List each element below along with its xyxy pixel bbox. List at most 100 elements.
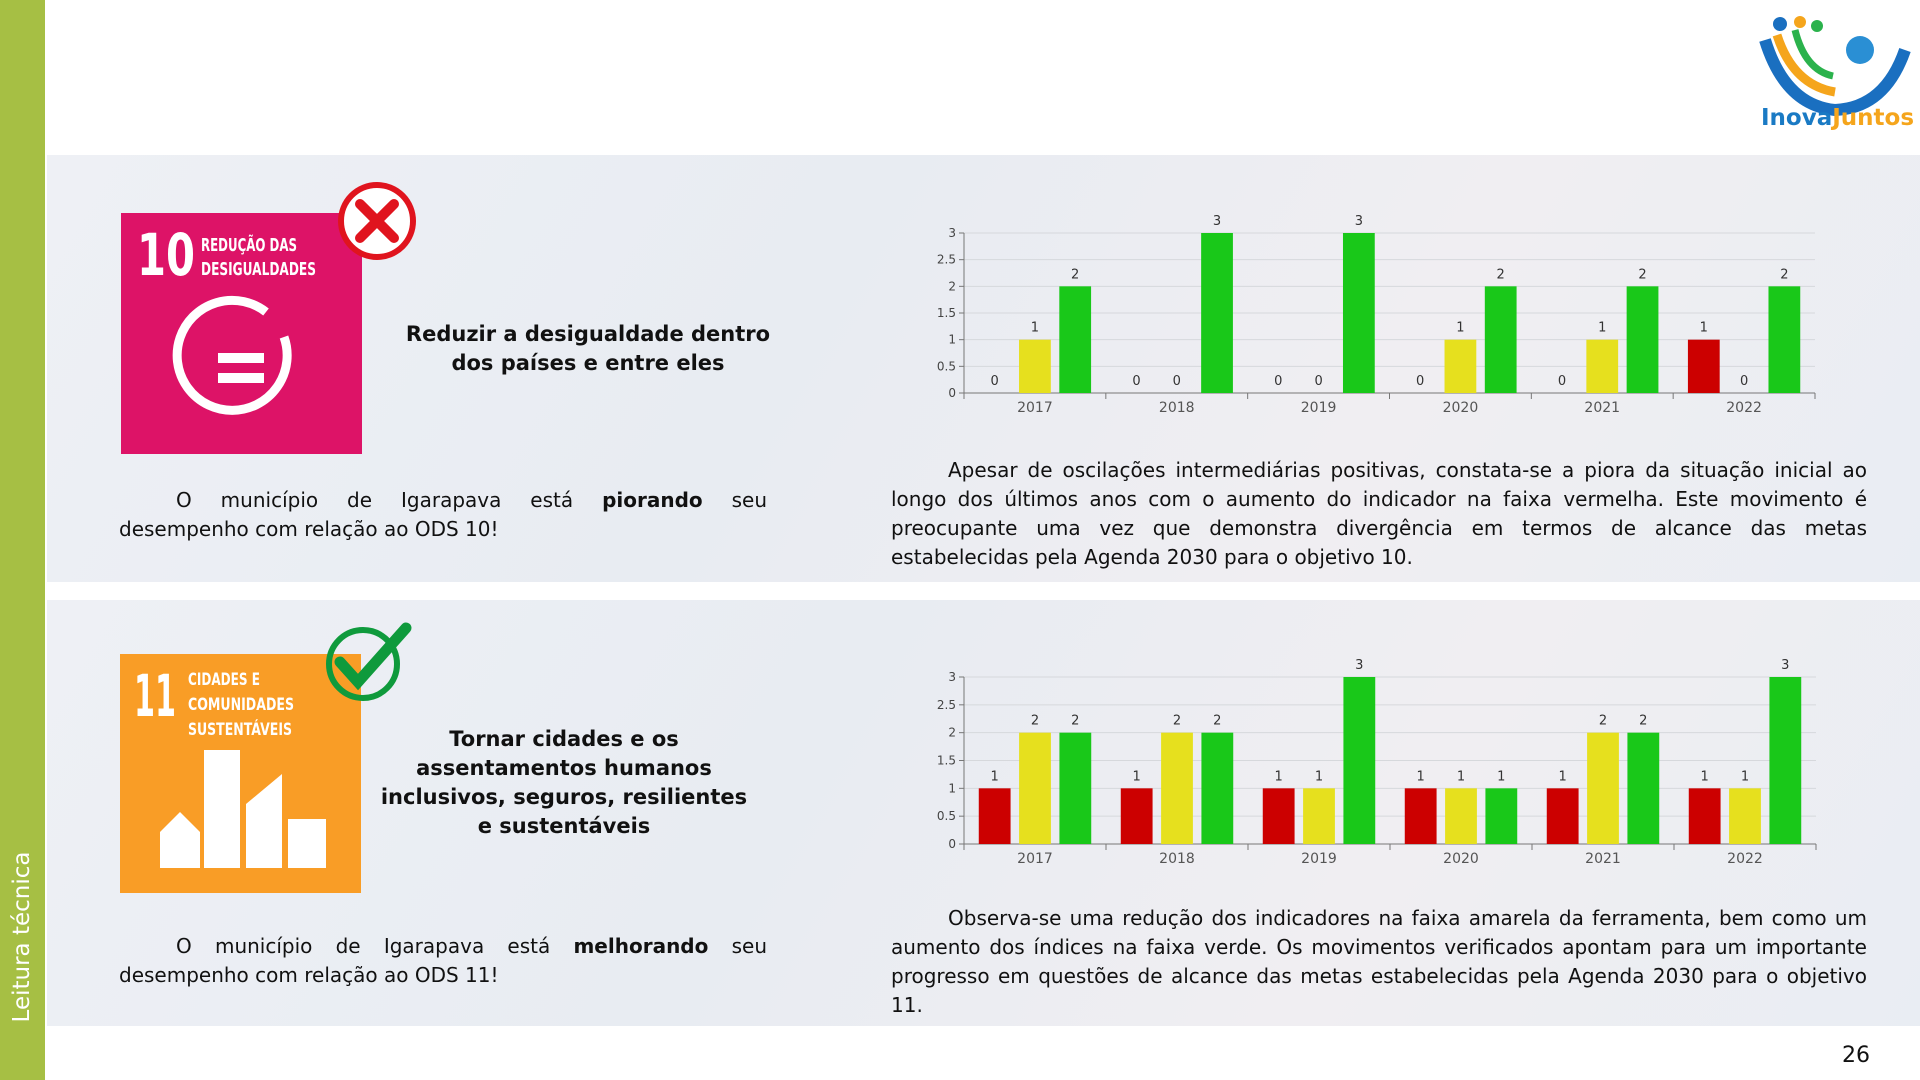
bar xyxy=(1444,339,1477,393)
data-label: 1 xyxy=(1031,321,1039,336)
data-label: 0 xyxy=(990,374,998,389)
bar xyxy=(1343,677,1376,844)
logo-part: Inova xyxy=(1761,105,1832,131)
bar xyxy=(1485,788,1518,844)
logo: InovaJuntos xyxy=(1759,16,1914,131)
bar xyxy=(1768,286,1801,393)
data-label: 1 xyxy=(1559,769,1567,784)
cross-mark xyxy=(355,199,399,243)
logo-dot xyxy=(1794,16,1806,28)
status-emphasis: piorando xyxy=(602,488,703,512)
icon-building xyxy=(246,774,282,868)
status-text: O município de Igarapava está melhorando… xyxy=(119,932,767,990)
y-tick-label: 3 xyxy=(948,670,956,684)
status-before: O município de Igarapava está xyxy=(176,488,603,512)
data-label: 1 xyxy=(1598,321,1606,336)
icon-label: REDUÇÃO DAS xyxy=(201,233,297,256)
data-label: 1 xyxy=(1275,769,1283,784)
data-label: 1 xyxy=(1417,769,1425,784)
check-mark xyxy=(334,622,412,691)
icon-building xyxy=(288,819,326,868)
x-tick-label: 2021 xyxy=(1584,400,1620,416)
x-tick-label: 2022 xyxy=(1727,851,1763,867)
analysis-text: Observa-se uma redução dos indicadores n… xyxy=(891,906,1867,1017)
data-label: 1 xyxy=(1741,769,1749,784)
bar xyxy=(1342,233,1375,393)
logo-arc xyxy=(1759,38,1911,117)
sidebar: Leitura técnica xyxy=(0,0,45,1080)
data-label: 0 xyxy=(1416,374,1424,389)
data-label: 2 xyxy=(1639,714,1647,729)
bar xyxy=(1769,677,1802,844)
x-tick-label: 2021 xyxy=(1585,851,1621,867)
logo-globe xyxy=(1846,36,1874,64)
logo-dot xyxy=(1811,20,1823,32)
data-label: 0 xyxy=(1173,374,1181,389)
data-label: 1 xyxy=(1133,769,1141,784)
bar xyxy=(1404,788,1437,844)
check-circle xyxy=(326,627,400,701)
icon-symbol xyxy=(218,373,264,383)
data-label: 2 xyxy=(1599,714,1607,729)
x-tick-label: 2018 xyxy=(1159,400,1195,416)
y-tick-label: 2.5 xyxy=(937,253,956,267)
icon-symbol xyxy=(218,353,264,363)
x-tick-label: 2022 xyxy=(1726,400,1762,416)
data-label: 2 xyxy=(1071,714,1079,729)
sdg-icon: 10 REDUÇÃO DAS DESIGUALDADES xyxy=(121,213,362,454)
bar xyxy=(1059,732,1092,844)
data-label: 3 xyxy=(1213,214,1221,229)
data-label: 3 xyxy=(1781,658,1789,673)
data-label: 2 xyxy=(1497,267,1505,282)
y-tick-label: 2 xyxy=(948,279,956,293)
bar xyxy=(1019,339,1051,393)
x-tick-label: 2019 xyxy=(1301,851,1337,867)
status-check xyxy=(326,622,412,701)
icon-label: SUSTENTÁVEIS xyxy=(188,718,292,740)
data-label: 2 xyxy=(1638,267,1646,282)
data-label: 2 xyxy=(1780,267,1788,282)
y-tick-label: 1 xyxy=(948,781,956,795)
y-tick-label: 0.5 xyxy=(937,359,956,373)
x-tick-label: 2017 xyxy=(1017,400,1053,416)
page-number: 26 xyxy=(1842,1043,1870,1068)
icon-symbol xyxy=(172,295,292,415)
bar xyxy=(1019,732,1051,844)
x-tick-label: 2020 xyxy=(1443,400,1479,416)
bar xyxy=(1059,286,1092,393)
data-label: 0 xyxy=(1132,374,1140,389)
bar xyxy=(1445,788,1477,844)
data-label: 0 xyxy=(1314,374,1322,389)
y-tick-label: 3 xyxy=(948,226,956,240)
icon-number: 11 xyxy=(134,662,176,730)
status-after: seu desempenho com relação ao ODS 10! xyxy=(119,488,767,541)
bar xyxy=(1120,788,1153,844)
bar xyxy=(1687,339,1720,393)
status-after: seu desempenho com relação ao ODS 11! xyxy=(119,934,767,987)
y-tick-label: 0 xyxy=(948,837,956,851)
bar xyxy=(1627,732,1660,844)
data-label: 2 xyxy=(1173,714,1181,729)
data-label: 1 xyxy=(1497,769,1505,784)
y-tick-label: 1 xyxy=(948,333,956,347)
x-tick-label: 2017 xyxy=(1017,851,1053,867)
data-label: 3 xyxy=(1355,658,1363,673)
icon-building xyxy=(204,750,240,868)
status-text: O município de Igarapava está piorando s… xyxy=(119,486,767,544)
logo-text: InovaJuntos xyxy=(1761,105,1914,131)
icon-number: 10 xyxy=(137,221,195,289)
bar xyxy=(1546,788,1579,844)
bar xyxy=(1484,286,1517,393)
data-label: 0 xyxy=(1740,374,1748,389)
bar xyxy=(1688,788,1721,844)
y-tick-label: 1.5 xyxy=(937,306,956,320)
status-emphasis: melhorando xyxy=(573,934,709,958)
bar xyxy=(1626,286,1659,393)
y-tick-label: 2 xyxy=(948,726,956,740)
icon-label: DESIGUALDADES xyxy=(201,259,316,280)
bar xyxy=(1586,339,1619,393)
bar xyxy=(1201,233,1233,393)
data-label: 0 xyxy=(1274,374,1282,389)
